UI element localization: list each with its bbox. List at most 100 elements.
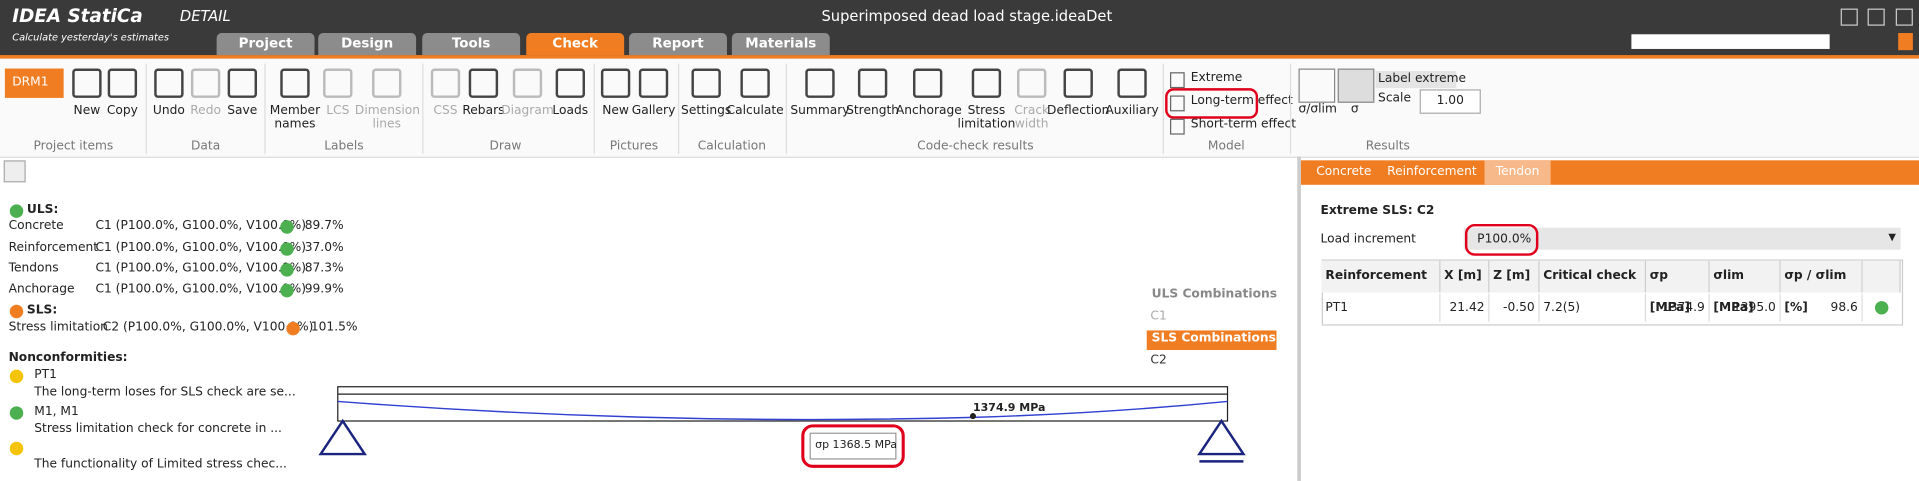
- button-label: Summary: [790, 104, 850, 118]
- button-label: Diagram: [501, 104, 554, 118]
- close[interactable]: [1895, 8, 1913, 26]
- button-label: Auxiliary: [1105, 104, 1159, 118]
- ribbon-button[interactable]: Strength: [841, 68, 905, 117]
- icon: [154, 68, 184, 98]
- group-label: Model: [1207, 139, 1245, 153]
- ribbon-button[interactable]: Copy: [91, 68, 155, 118]
- tab[interactable]: Materials: [731, 33, 830, 56]
- minimize[interactable]: [1840, 8, 1858, 26]
- project-item-dropdown[interactable]: DRM1: [4, 68, 64, 98]
- search-box[interactable]: [1631, 34, 1830, 49]
- uls-title: ULS:: [26, 203, 59, 217]
- button-label: LCS: [326, 104, 350, 118]
- group-separator: [678, 63, 680, 155]
- ribbon-button[interactable]: Auxiliary: [1100, 68, 1164, 118]
- ribbon-button[interactable]: Stress limitation: [955, 68, 1019, 131]
- panel-tab[interactable]: Tendon: [1484, 160, 1551, 185]
- icon: [1117, 68, 1147, 98]
- check-name: Anchorage: [8, 282, 75, 297]
- table-header: σp / σlim [%]: [1780, 260, 1863, 315]
- tab[interactable]: Project: [216, 33, 315, 56]
- ribbon-button[interactable]: Settings: [674, 68, 738, 118]
- result-icon: [1337, 68, 1375, 103]
- panel-tab[interactable]: Concrete: [1316, 165, 1372, 179]
- table-cell: 98.6: [1781, 293, 1863, 322]
- ribbon-button[interactable]: Undo: [137, 68, 201, 117]
- highlight: [1464, 223, 1539, 256]
- ribbon-button[interactable]: Diagram: [496, 68, 560, 118]
- button-label: Settings: [681, 104, 732, 118]
- check-combination: C1 (P100.0%, G100.0%, V100.0%): [95, 261, 307, 276]
- ribbon-button[interactable]: Gallery: [622, 68, 686, 118]
- button-label: Calculate: [726, 104, 784, 118]
- tab[interactable]: Design: [318, 33, 417, 56]
- result-button[interactable]: σ: [1350, 102, 1359, 117]
- tree-item[interactable]: C1: [1150, 309, 1167, 324]
- ribbon-button[interactable]: Loads: [538, 68, 602, 118]
- group-separator: [422, 63, 424, 155]
- model-option[interactable]: Extreme: [1190, 70, 1243, 85]
- icon: [638, 68, 669, 98]
- icon: [971, 68, 1002, 98]
- check-value: 99.9%: [304, 282, 344, 297]
- check-combination: C1 (P100.0%, G100.0%, V100.0%): [95, 282, 307, 297]
- button-label: Loads: [552, 104, 589, 118]
- table-header: Critical check: [1539, 260, 1647, 293]
- load-increment-dropdown[interactable]: [1463, 227, 1901, 250]
- result-button[interactable]: σ/σlim: [1298, 102, 1337, 117]
- check-value: 37.0%: [304, 241, 344, 255]
- table-cell: -0.50: [1489, 293, 1540, 322]
- extreme-label: 1374.9 MPa: [972, 402, 1046, 415]
- ribbon-button[interactable]: Save: [211, 68, 275, 117]
- model-option[interactable]: Long-term effect: [1190, 94, 1293, 108]
- ribbon-button[interactable]: Redo: [174, 68, 238, 117]
- icon: [805, 68, 835, 98]
- beam-view: [318, 386, 1246, 468]
- ribbon-button[interactable]: CSS: [414, 68, 478, 117]
- icon: [190, 68, 221, 98]
- ribbon-button[interactable]: Calculate: [723, 68, 787, 118]
- tab[interactable]: Check: [526, 33, 625, 56]
- button-label: New: [73, 104, 101, 118]
- maximize[interactable]: [1867, 8, 1885, 26]
- ribbon-button[interactable]: LCS: [306, 68, 370, 118]
- tab[interactable]: Tools: [422, 33, 521, 56]
- panel-tab[interactable]: Reinforcement: [1387, 165, 1477, 179]
- ribbon-button[interactable]: Member names: [263, 68, 327, 131]
- scale-input[interactable]: 1.00: [1419, 89, 1481, 114]
- ribbon-button[interactable]: Dimension lines: [355, 68, 420, 131]
- button-label: Stress limitation: [957, 104, 1016, 131]
- group-label: Calculation: [697, 139, 766, 153]
- tree-item[interactable]: SLS Combinations: [1151, 331, 1276, 346]
- group-separator: [785, 63, 787, 155]
- tab[interactable]: Report: [629, 33, 727, 56]
- model-icon: [1170, 72, 1185, 89]
- sls-title: SLS:: [26, 303, 58, 317]
- button-label: Copy: [106, 104, 138, 118]
- ribbon-button[interactable]: Summary: [788, 68, 852, 118]
- icon: [600, 68, 631, 98]
- load-increment-value: P100.0%: [1477, 232, 1532, 246]
- check-combination: C1 (P100.0%, G100.0%, V100.0%): [95, 219, 307, 233]
- check-name: Tendons: [8, 261, 59, 276]
- ribbon-button[interactable]: Rebars: [452, 68, 516, 117]
- ribbon-button[interactable]: Deflection: [1046, 68, 1110, 117]
- button-label: Gallery: [631, 104, 676, 118]
- icon: [512, 68, 543, 98]
- model-option[interactable]: Short-term effect: [1190, 117, 1297, 131]
- fit-view[interactable]: [3, 160, 26, 183]
- ribbon-button[interactable]: Crack width: [1000, 68, 1064, 131]
- button-label: New: [602, 104, 629, 118]
- ribbon-button[interactable]: New: [584, 68, 648, 118]
- label-extreme-checkbox[interactable]: Label extreme: [1378, 72, 1467, 86]
- tree-item[interactable]: ULS Combinations: [1151, 287, 1277, 302]
- info-button[interactable]: [1898, 33, 1913, 51]
- table-header: Z [m]: [1489, 260, 1540, 293]
- tree-item[interactable]: C2: [1150, 353, 1167, 368]
- ribbon-button[interactable]: New: [55, 68, 119, 118]
- scale-label: Scale: [1378, 91, 1411, 106]
- group-label: Project items: [33, 139, 114, 153]
- group-label: Draw: [489, 139, 522, 153]
- ribbon-button[interactable]: Anchorage: [896, 68, 962, 117]
